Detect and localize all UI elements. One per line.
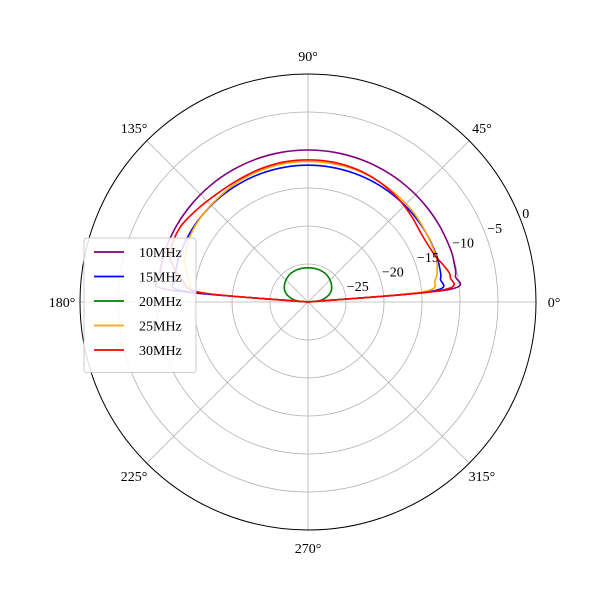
angle-tick-label: 225° bbox=[121, 470, 148, 485]
radial-tick-label: −20 bbox=[382, 265, 404, 280]
legend-label: 30MHz bbox=[139, 344, 182, 359]
angle-tick-label: 0° bbox=[548, 296, 561, 311]
angular-gridline bbox=[146, 301, 309, 464]
legend-box bbox=[83, 237, 197, 373]
polar-frame bbox=[79, 73, 537, 531]
legend-label: 20MHz bbox=[139, 295, 182, 310]
radial-tick-label: −10 bbox=[452, 236, 474, 251]
frame-layer bbox=[79, 73, 537, 531]
tick-layer: 0° 45° 90° 135° 180° 225° 270° 315° −25 −20 −15 −10… bbox=[49, 50, 561, 557]
angular-gridline bbox=[146, 140, 309, 303]
angle-tick-label: 180° bbox=[49, 296, 76, 311]
angle-tick-label: 90° bbox=[298, 50, 318, 65]
legend-label: 15MHz bbox=[139, 271, 182, 286]
legend-label: 10MHz bbox=[139, 246, 182, 261]
radial-tick-label: −25 bbox=[347, 280, 369, 295]
radial-tick-label: 0 bbox=[522, 207, 529, 222]
angular-gridline bbox=[307, 301, 470, 464]
radial-tick-label: −5 bbox=[487, 222, 502, 237]
angular-gridline bbox=[307, 140, 470, 303]
angle-tick-label: 270° bbox=[295, 542, 322, 557]
angle-tick-label: 135° bbox=[121, 122, 148, 137]
angle-tick-label: 45° bbox=[472, 122, 492, 137]
series-line-25mhz bbox=[184, 160, 439, 303]
series-line-30mhz bbox=[169, 159, 455, 303]
legend-label: 25MHz bbox=[139, 320, 182, 335]
legend: 10MHz 15MHz 20MHz 25MHz 30MHz bbox=[83, 237, 197, 373]
angle-tick-label: 315° bbox=[469, 470, 496, 485]
radial-tick-label: −15 bbox=[417, 251, 439, 266]
series-line-20mhz bbox=[283, 267, 333, 303]
